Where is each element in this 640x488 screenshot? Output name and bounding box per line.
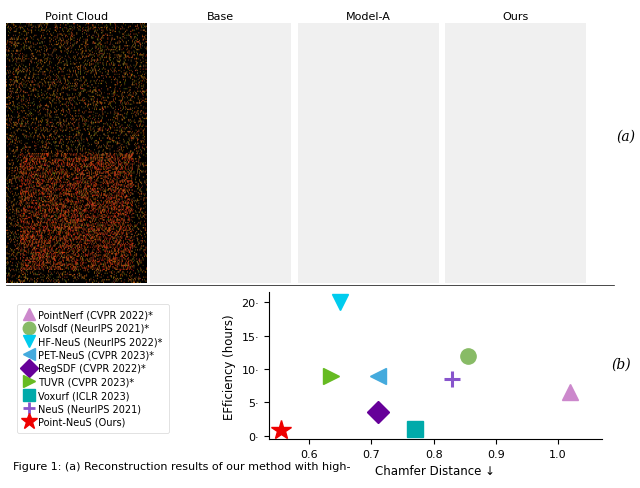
Y-axis label: EFficiency (hours): EFficiency (hours) (223, 313, 236, 419)
Title: Base: Base (207, 12, 234, 22)
Legend: PointNerf (CVPR 2022)*, Volsdf (NeurIPS 2021)*, HF-NeuS (NeurIPS 2022)*, PET-Neu: PointNerf (CVPR 2022)*, Volsdf (NeurIPS … (17, 304, 168, 433)
Title: Model-A: Model-A (346, 12, 390, 22)
Text: (a): (a) (616, 130, 636, 143)
Text: (b): (b) (611, 357, 631, 370)
Title: Point Cloud: Point Cloud (45, 12, 108, 22)
X-axis label: Chamfer Distance ↓: Chamfer Distance ↓ (375, 465, 495, 477)
Text: Figure 1: (a) Reconstruction results of our method with high-: Figure 1: (a) Reconstruction results of … (13, 461, 350, 471)
Title: Ours: Ours (502, 12, 529, 22)
